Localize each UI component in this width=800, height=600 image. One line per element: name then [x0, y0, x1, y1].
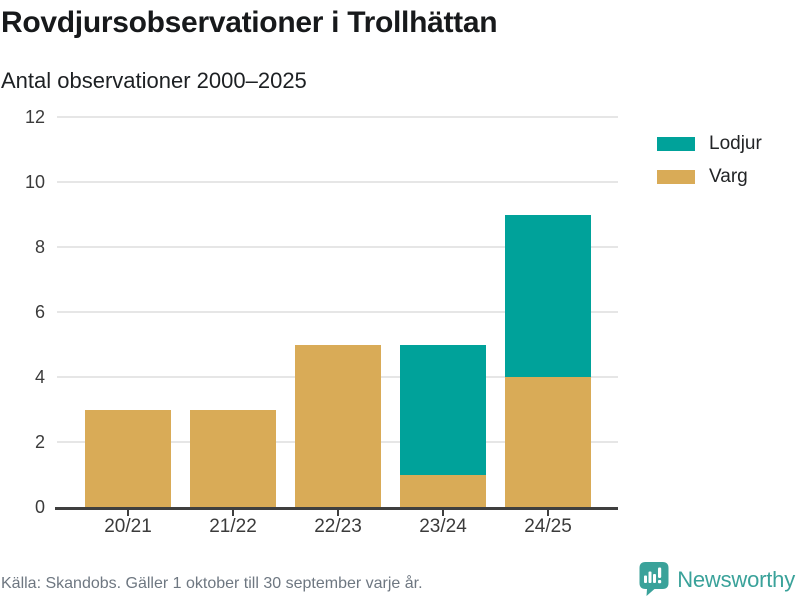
bar-segment-varg — [505, 377, 591, 507]
x-tick — [442, 510, 444, 516]
chart-title: Rovdjursobservationer i Trollhättan — [1, 6, 498, 39]
legend-swatch-varg — [657, 170, 695, 184]
legend-item-varg: Varg — [657, 166, 762, 188]
x-axis-line — [55, 507, 618, 510]
legend-label: Varg — [709, 166, 748, 187]
y-tick-label: 4 — [34, 367, 45, 387]
gridline — [57, 246, 618, 248]
y-tick-label: 0 — [34, 497, 45, 517]
gridline — [57, 116, 618, 118]
gridline — [57, 311, 618, 313]
chart-subtitle: Antal observationer 2000–2025 — [1, 68, 307, 93]
x-tick-label: 22/23 — [314, 516, 362, 537]
x-tick-label: 24/25 — [524, 516, 572, 537]
y-tick-label: 2 — [34, 432, 45, 452]
source-note: Källa: Skandobs. Gäller 1 oktober till 3… — [1, 575, 423, 592]
legend-item-lodjur: Lodjur — [657, 133, 762, 155]
legend-label: Lodjur — [709, 133, 762, 154]
newsworthy-logo: Newsworthy — [639, 562, 795, 597]
x-tick-label: 21/22 — [209, 516, 257, 537]
x-tick — [547, 510, 549, 516]
bar-segment-varg — [190, 409, 276, 507]
x-tick — [127, 510, 129, 516]
bar-segment-lodjur — [505, 214, 591, 377]
y-tick-label: 10 — [24, 172, 45, 192]
y-tick-label: 8 — [34, 237, 45, 257]
x-tick — [232, 510, 234, 516]
bar-segment-varg — [400, 474, 486, 507]
bar-segment-lodjur — [400, 344, 486, 475]
gridline — [57, 181, 618, 183]
y-tick-label: 6 — [34, 302, 45, 322]
newsworthy-wordmark: Newsworthy — [677, 566, 795, 592]
newsworthy-bubble-chart-icon — [639, 562, 669, 596]
bar-segment-varg — [85, 409, 171, 507]
legend-swatch-lodjur — [657, 137, 695, 151]
bar-segment-varg — [295, 344, 381, 507]
x-tick-label: 20/21 — [104, 516, 152, 537]
y-tick-label: 12 — [24, 107, 45, 127]
x-tick-label: 23/24 — [419, 516, 467, 537]
x-tick — [337, 510, 339, 516]
legend: Lodjur Varg — [657, 133, 762, 199]
